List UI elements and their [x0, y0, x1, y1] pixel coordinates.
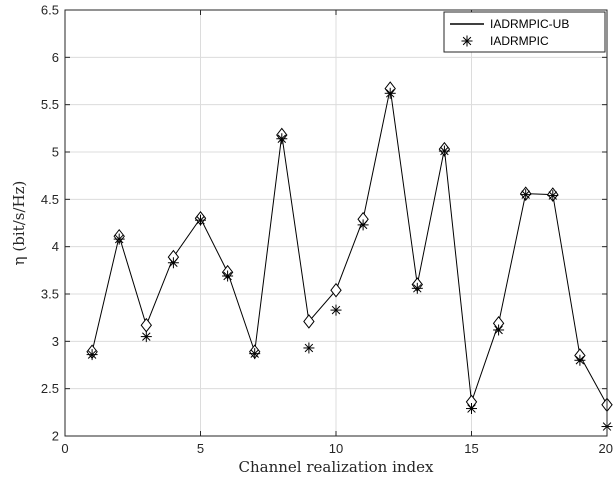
asterisk-stroke	[358, 220, 368, 230]
x-tick-label: 0	[61, 441, 68, 456]
y-tick-label: 5.5	[41, 97, 59, 112]
y-axis-label: η (bit/s/Hz)	[10, 181, 28, 266]
data-point-iadrmpic-ub	[330, 282, 342, 298]
data-point-iadrmpic	[276, 133, 288, 145]
data-point-iadrmpic	[195, 214, 206, 226]
legend-marker-iadrmpic	[461, 35, 473, 47]
asterisk-stroke	[331, 305, 341, 315]
data-point-iadrmpic	[574, 354, 586, 366]
legend: IADRMPIC-UB IADRMPIC	[443, 11, 606, 53]
data-point-iadrmpic	[249, 348, 261, 360]
data-point-iadrmpic	[547, 190, 559, 202]
asterisk-stroke	[440, 146, 449, 156]
y-tick-label: 4.5	[41, 192, 59, 207]
asterisk-stroke	[521, 190, 530, 199]
y-tick-label: 2	[52, 429, 59, 444]
asterisk-stroke	[467, 404, 476, 413]
asterisk-stroke	[575, 356, 585, 365]
legend-label-iadrmpic: IADRMPIC	[490, 34, 549, 48]
data-point-iadrmpic	[438, 145, 450, 157]
y-tick-label: 6.5	[41, 3, 59, 18]
asterisk-stroke	[385, 89, 395, 98]
asterisk-stroke	[250, 349, 259, 358]
asterisk-stroke	[142, 332, 151, 341]
series-layer	[86, 81, 613, 433]
asterisk-stroke	[277, 134, 287, 143]
asterisk-stroke	[413, 284, 422, 293]
data-point-iadrmpic	[167, 257, 179, 269]
x-axis-label: Channel realization index	[239, 458, 434, 476]
data-point-iadrmpic	[466, 403, 477, 415]
data-point-iadrmpic	[140, 331, 152, 343]
data-point-iadrmpic	[520, 189, 532, 201]
asterisk-stroke	[494, 325, 503, 335]
series-line-iadrmpic-ub	[91, 88, 608, 406]
data-point-iadrmpic	[493, 324, 505, 336]
data-point-iadrmpic	[113, 233, 125, 245]
y-tick-label: 2.5	[41, 381, 59, 396]
asterisk-stroke	[169, 258, 178, 268]
x-tick-label: 15	[464, 441, 478, 456]
data-point-iadrmpic	[222, 270, 234, 282]
y-tick-label: 3	[52, 334, 59, 349]
plot-frame	[64, 9, 608, 437]
x-tick-label: 10	[329, 441, 343, 456]
asterisk-stroke	[114, 234, 124, 244]
legend-box	[443, 11, 606, 53]
data-point-iadrmpic	[357, 219, 369, 231]
data-point-iadrmpic	[303, 342, 315, 354]
data-point-iadrmpic-ub	[303, 314, 315, 329]
x-tick-label: 5	[197, 441, 204, 456]
data-point-iadrmpic	[384, 87, 396, 99]
data-point-iadrmpic	[330, 304, 342, 316]
x-tick-label: 20	[599, 441, 613, 456]
y-tick-label: 4	[52, 239, 59, 254]
data-point-iadrmpic	[86, 349, 98, 361]
asterisk-stroke	[462, 36, 472, 46]
y-tick-label: 6	[52, 50, 59, 65]
y-tick-label: 5	[52, 145, 59, 160]
asterisk-stroke	[548, 191, 558, 200]
data-point-iadrmpic	[411, 282, 423, 294]
asterisk-stroke	[223, 271, 232, 281]
y-tick-label: 3.5	[41, 287, 59, 302]
asterisk-stroke	[87, 350, 97, 359]
tick-labels: 0 5 10 15 20 2 2.5 3 3.5 4 4.5 5 5.5 6 6.5	[41, 3, 613, 457]
asterisk-stroke	[304, 343, 314, 353]
legend-label-iadrmpic-ub: IADRMPIC-UB	[490, 17, 569, 31]
asterisk-stroke	[196, 215, 205, 225]
